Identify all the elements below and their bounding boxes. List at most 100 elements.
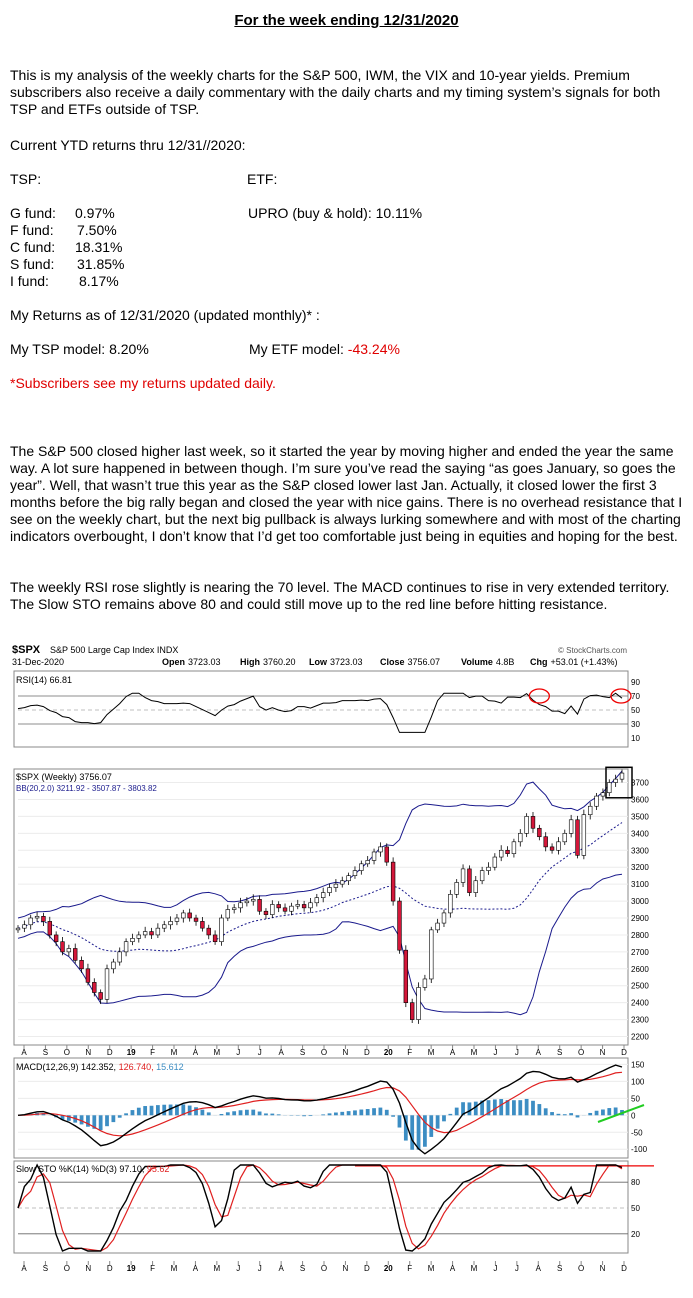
x-tick-label: 19 — [127, 1264, 136, 1273]
candle — [416, 987, 421, 1020]
sto-panel — [13, 1160, 629, 1254]
rsi-tick-label: 70 — [631, 692, 640, 701]
candle — [41, 916, 46, 922]
x-tick-label: J — [258, 1048, 262, 1057]
macd-histogram-bar — [98, 1115, 103, 1131]
macd-histogram-bar — [86, 1115, 90, 1127]
candle — [365, 860, 370, 865]
candle — [499, 849, 504, 858]
price-tick-label: 3700 — [631, 779, 649, 788]
x-tick-label: M — [471, 1264, 478, 1273]
macd-histogram-bar — [155, 1105, 160, 1116]
macd-histogram-bar — [607, 1108, 612, 1116]
candle — [346, 875, 351, 882]
macd-histogram-bar — [524, 1098, 529, 1116]
x-tick-label: N — [85, 1264, 91, 1273]
candle — [340, 880, 345, 885]
macd-histogram-bar — [435, 1115, 440, 1129]
candle — [448, 894, 453, 914]
bb-upper-line — [17, 770, 623, 919]
x-tick-label: D — [364, 1264, 370, 1273]
rsi-highlight-circle — [528, 688, 550, 704]
price-tick-label: 3000 — [631, 897, 649, 906]
macd-histogram-bar — [130, 1110, 135, 1116]
x-tick-label: O — [64, 1264, 70, 1273]
candle — [142, 931, 148, 936]
etf-model: My ETF model: -43.24% — [249, 341, 400, 358]
candle — [505, 849, 510, 854]
etf-model-label: My ETF model: — [249, 341, 348, 357]
page-title: For the week ending 12/31/2020 — [234, 12, 459, 29]
macd-histogram-bar — [543, 1108, 548, 1116]
candle — [231, 907, 237, 910]
x-tick-label: M — [214, 1048, 221, 1057]
macd-histogram-bar — [162, 1104, 167, 1116]
subscriber-note: *Subscribers see my returns updated dail… — [10, 375, 276, 391]
price-tick-label: 2400 — [631, 999, 649, 1008]
x-tick-label: A — [193, 1264, 199, 1273]
sto-tick-label: 80 — [631, 1178, 640, 1187]
tsp-label: TSP: — [10, 171, 42, 187]
rsi-tick-label: 90 — [631, 678, 640, 687]
macd-histogram-bar — [181, 1104, 186, 1116]
candle — [581, 814, 587, 856]
sto-tick-label: 50 — [631, 1204, 640, 1213]
macd-histogram-bar — [124, 1113, 128, 1116]
candle — [320, 892, 326, 898]
rsi-tick-label: 10 — [631, 734, 640, 743]
fund-value: 8.17% — [79, 273, 119, 289]
macd-histogram-bar — [429, 1115, 434, 1137]
candle — [429, 929, 434, 980]
macd-histogram-bar — [117, 1115, 122, 1118]
sto-legend: Slow STO %K(14) %D(3) 97.10, — [16, 1164, 144, 1174]
fund-name: S fund: — [10, 256, 55, 272]
volume-value: 4.8B — [496, 657, 515, 667]
ytd-heading: Current YTD returns thru 12/31//2020: — [10, 137, 246, 153]
candle — [486, 866, 491, 871]
x-tick-label: S — [300, 1264, 305, 1273]
bb-legend: BB(20,2.0) 3211.92 - 3507.87 - 3803.82 — [16, 784, 157, 793]
candle — [454, 882, 459, 895]
macd-histogram-bar — [359, 1109, 364, 1116]
macd-histogram-bar — [225, 1112, 230, 1116]
spx-weekly-chart: $SPX S&P 500 Large Cap Index INDX © Stoc… — [10, 641, 658, 1283]
candle — [136, 934, 141, 939]
x-tick-label: N — [343, 1264, 349, 1273]
candle — [384, 846, 389, 863]
macd-histogram-bar — [384, 1109, 389, 1116]
macd-tick-label: 50 — [631, 1094, 640, 1103]
highlight-box — [605, 766, 633, 799]
x-tick-label: O — [64, 1048, 70, 1057]
high-value: 3760.20 — [263, 657, 296, 667]
candle — [518, 833, 523, 843]
candle — [282, 907, 288, 912]
macd-histogram-bar — [601, 1109, 605, 1116]
intro-paragraph: This is my analysis of the weekly charts… — [10, 67, 661, 117]
macd-line — [17, 1064, 623, 1155]
chart-symbol: $SPX — [12, 644, 41, 656]
x-tick-label: S — [557, 1048, 562, 1057]
price-tick-label: 3100 — [631, 880, 649, 889]
macd-panel — [13, 1057, 629, 1159]
chg-label: Chg — [530, 657, 548, 667]
candle — [22, 924, 27, 929]
price-panel-content: 2200 2300 2400 2500 2600 2700 2800 2900 3000 3100… — [15, 766, 649, 1042]
x-axis-top: A S O N D 19 F M A M J J A S O N D 20 F M A M J J A S O N D — [21, 1045, 627, 1057]
macd-histogram-bar — [575, 1115, 580, 1118]
candle — [594, 795, 599, 807]
macd-histogram-bar — [219, 1113, 224, 1116]
macd-histogram-bar — [92, 1115, 97, 1129]
macd-histogram-bar — [270, 1113, 275, 1116]
x-tick-label: F — [407, 1264, 412, 1273]
sto-d-legend: 95.62 — [147, 1164, 170, 1174]
etf-label: ETF: — [247, 171, 278, 187]
candle — [79, 960, 84, 970]
x-tick-label: J — [236, 1264, 240, 1273]
candle — [308, 902, 313, 909]
macd-histogram-bar — [410, 1115, 415, 1150]
macd-histogram-bar — [531, 1100, 535, 1116]
macd-histogram-bar — [257, 1111, 262, 1116]
x-tick-label: J — [493, 1048, 497, 1057]
macd-histogram-bar — [334, 1112, 338, 1116]
x-tick-label: F — [150, 1264, 155, 1273]
